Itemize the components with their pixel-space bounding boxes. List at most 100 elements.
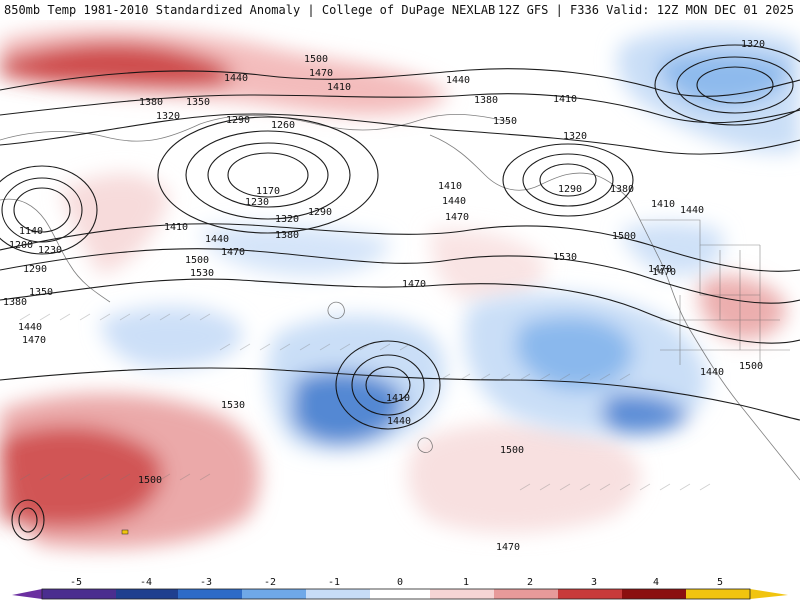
low-west-3 [0, 165, 98, 255]
contour-label: 1470 [648, 264, 672, 275]
legend-colorbar-bin-4 [242, 589, 306, 599]
legend-colorbar-left-cap [12, 589, 42, 599]
cold-anomaly-pacific-east-core [515, 316, 633, 391]
legend-colorbar-bin-10 [622, 589, 686, 599]
border-1 [640, 219, 760, 246]
legend-tick-label: 1 [463, 577, 469, 588]
contour-label: 1440 [205, 234, 229, 245]
coastline-asia [0, 198, 111, 303]
low-west-1 [13, 187, 71, 233]
contour-label: 1530 [190, 268, 214, 279]
legend-colorbar-bin-1 [42, 589, 116, 599]
contour-label: 1230 [245, 197, 269, 208]
contour-label: 1320 [563, 131, 587, 142]
anomaly-map-svg: 1500 1470 1440 1410 1380 1350 1320 1290 … [0, 20, 800, 575]
contour-label: 1200 [9, 240, 33, 251]
warm-anomaly-northwest-core [0, 42, 233, 89]
contour-5 [0, 248, 800, 304]
political-boundaries [640, 219, 790, 365]
map-header: 850mb Temp 1981-2010 Standardized Anomal… [0, 0, 800, 20]
wind-barb-row-4 [19, 473, 211, 481]
contour-label: 1260 [271, 120, 295, 131]
legend-tick-label: -4 [140, 577, 152, 588]
legend-tick-label: -3 [200, 577, 212, 588]
legend-tick-label: 5 [717, 577, 723, 588]
low-west-2 [1, 177, 83, 243]
contour-label: 1170 [256, 186, 280, 197]
contour-label: 1470 [652, 267, 676, 278]
wind-barb-row-2 [219, 343, 411, 351]
contour-label: 1440 [387, 416, 411, 427]
contour-label: 1290 [23, 264, 47, 275]
contour-label: 1470 [402, 279, 426, 290]
contour-label: 1410 [386, 393, 410, 404]
warm-anomaly-band-central [60, 173, 170, 275]
contour-label: 1320 [156, 111, 180, 122]
contour-label: 1500 [612, 231, 636, 242]
contour-label: 1440 [680, 205, 704, 216]
wind-barb-row-3 [439, 373, 631, 381]
low-center-4 [157, 116, 379, 234]
contour-label: 1380 [275, 230, 299, 241]
wind-barb-row-1 [19, 313, 211, 321]
map-title-right: 12Z GFS | F336 Valid: 12Z MON DEC 01 202… [497, 3, 794, 17]
legend-colorbar [12, 588, 788, 600]
contour-label: 1290 [226, 115, 250, 126]
anomaly-legend-svg: -5 -4 -3 -2 -1 0 1 2 3 4 5 [12, 577, 788, 600]
coastlines [0, 113, 800, 481]
contour-label: 1350 [493, 116, 517, 127]
low-ne-2 [676, 56, 794, 114]
cold-anomaly-central-band [200, 224, 390, 276]
legend-tick-label: 3 [591, 577, 597, 588]
coastline-westcoast [629, 199, 800, 481]
legend-tick-label: -2 [264, 577, 276, 588]
contour-label: 1440 [224, 73, 248, 84]
legend-tick-label: 0 [397, 577, 403, 588]
contour-label: 1380 [610, 184, 634, 195]
cold-anomaly-shading [100, 27, 800, 453]
contour-label: 1140 [19, 226, 43, 237]
low-ne-3 [654, 44, 800, 126]
coastline-islands-1 [327, 301, 345, 319]
contour-label: 1380 [474, 95, 498, 106]
coastline-islands-2 [417, 437, 433, 453]
contour-label: 1410 [438, 181, 462, 192]
legend-colorbar-outline [41, 588, 751, 600]
warm-anomaly-east [407, 423, 641, 533]
legend-tick-label: -1 [328, 577, 340, 588]
legend-tick-labels: -5 -4 -3 -2 -1 0 1 2 3 4 5 [70, 577, 723, 588]
low-east-2 [522, 153, 614, 207]
low-center-2 [207, 142, 329, 208]
legend-colorbar-bin-2 [116, 589, 178, 599]
contour-6 [0, 278, 800, 344]
contour-label: 1440 [18, 322, 42, 333]
contour-label: 1290 [558, 184, 582, 195]
contour-label: 1440 [442, 196, 466, 207]
legend-colorbar-bin-6 [370, 589, 430, 599]
contour-label: 1470 [221, 247, 245, 258]
warm-anomaly-south-pacific-core [0, 426, 163, 527]
low-center-1 [227, 152, 309, 198]
legend-colorbar-bin-8 [494, 589, 558, 599]
legend-colorbar-bin-11 [686, 589, 750, 599]
contour-label: 1410 [553, 94, 577, 105]
low-east-1 [539, 163, 597, 197]
cold-anomaly-pacific-left [100, 306, 242, 369]
contour-label: 1320 [275, 214, 299, 225]
low-ne-1 [696, 66, 774, 104]
contour-labels: 1500 1470 1440 1410 1380 1350 1320 1290 … [3, 39, 765, 553]
contour-label: 1290 [308, 207, 332, 218]
low-sw [18, 507, 38, 533]
contour-label: 1500 [138, 475, 162, 486]
contour-4 [0, 223, 800, 272]
low-mid-3 [335, 340, 441, 430]
contour-label: 1470 [22, 335, 46, 346]
contour-label: 1410 [651, 199, 675, 210]
contour-label: 1470 [309, 68, 333, 79]
low-mid-1 [365, 366, 411, 404]
anomaly-legend: -5 -4 -3 -2 -1 0 1 2 3 4 5 [0, 575, 800, 600]
contour-label: 1380 [3, 297, 27, 308]
contour-label: 1320 [741, 39, 765, 50]
contour-label: 1350 [186, 97, 210, 108]
legend-tick-label: 4 [653, 577, 659, 588]
